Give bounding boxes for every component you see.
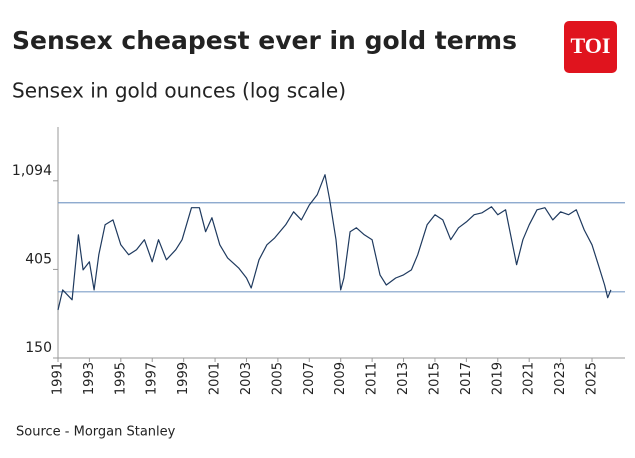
chart-subtitle: Sensex in gold ounces (log scale) [12, 79, 346, 103]
data-line [57, 174, 612, 311]
x-tick-label: 2009 [333, 362, 348, 395]
x-tick-label: 1995 [113, 362, 128, 395]
logo-text: TOI [571, 33, 611, 58]
x-tick-label: 2005 [270, 362, 285, 395]
x-tick-label: 2015 [427, 362, 442, 395]
x-tick-label: 2013 [396, 362, 411, 395]
x-tick-label: 2011 [365, 362, 380, 395]
x-tick-label: 2003 [239, 362, 254, 395]
x-tick-label: 2023 [553, 362, 568, 395]
logo-box [564, 21, 617, 73]
x-tick-label: 2019 [490, 362, 505, 395]
x-tick-label: 1997 [145, 362, 160, 395]
y-tick-label: 1,094 [12, 163, 52, 179]
x-tick-label: 2007 [302, 362, 317, 395]
chart-title: Sensex cheapest ever in gold terms [12, 26, 517, 55]
x-tick-label: 2021 [522, 362, 537, 395]
x-tick-label: 2001 [208, 362, 223, 395]
source-note: Source - Morgan Stanley [16, 425, 176, 440]
x-tick-label: 1993 [82, 362, 97, 395]
x-tick-label: 1991 [51, 362, 66, 395]
y-tick-label: 405 [25, 251, 52, 267]
x-tick-label: 2025 [585, 362, 600, 395]
x-tick-label: 2017 [459, 362, 474, 395]
x-tick-label: 1999 [176, 362, 191, 395]
y-tick-label: 150 [25, 340, 52, 356]
